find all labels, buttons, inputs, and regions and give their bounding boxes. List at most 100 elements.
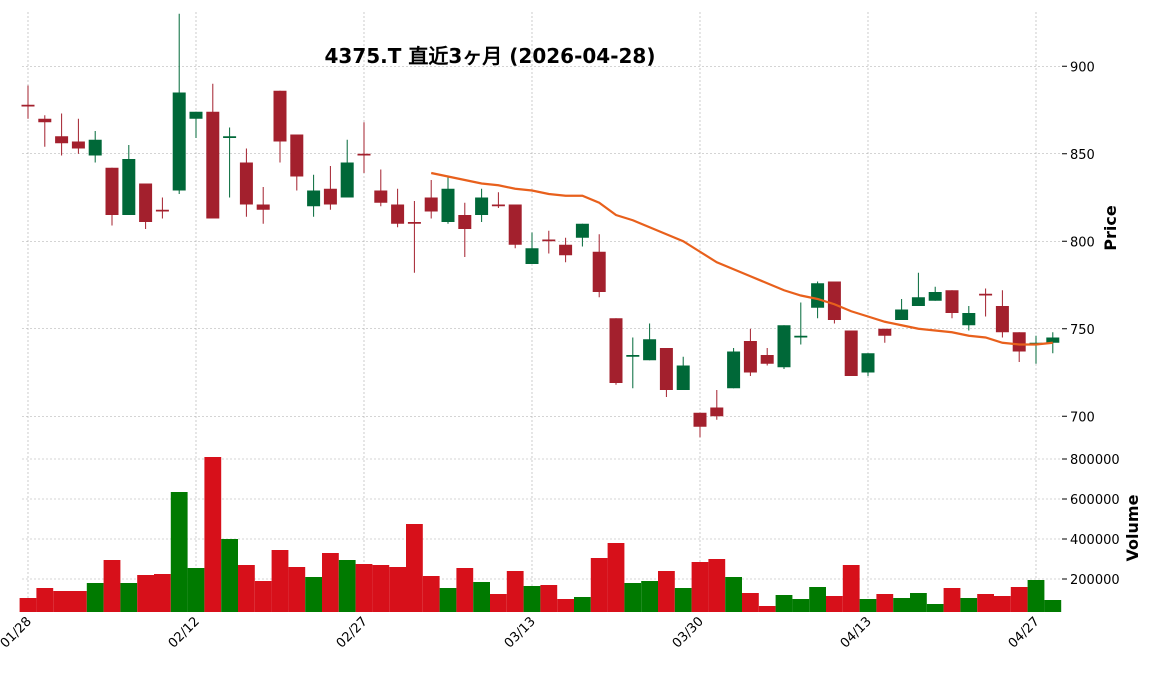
x-tick-label: 02/27: [334, 614, 371, 651]
candle-body: [357, 153, 371, 156]
volume-bar: [238, 565, 255, 612]
volume-bar: [859, 599, 877, 612]
volume-bar: [708, 559, 726, 612]
y-tick-label: 800000: [1070, 453, 1120, 468]
candle-body: [407, 222, 421, 224]
candle-body: [223, 136, 237, 138]
moving-average-line: [430, 171, 1053, 346]
candle-body: [525, 248, 539, 264]
y-axis-label: Price: [1101, 205, 1120, 251]
candle-body: [844, 330, 858, 376]
candle-body: [139, 183, 153, 222]
volume-bar: [389, 567, 406, 612]
candle-body: [172, 92, 186, 191]
candle-body: [1012, 332, 1026, 352]
volume-bar: [574, 597, 591, 612]
candle-body: [290, 134, 304, 177]
candle-body: [239, 162, 253, 205]
candle-body: [38, 118, 52, 123]
volume-bar: [826, 596, 843, 612]
volume-bar: [725, 577, 742, 612]
y-tick-label: 800: [1070, 235, 1095, 250]
volume-bar: [36, 588, 54, 612]
volume-bar: [490, 594, 507, 612]
volume-bar: [809, 587, 826, 612]
volume-bar: [137, 575, 154, 612]
candle-body: [777, 325, 791, 368]
y-tick-label: 750: [1070, 323, 1095, 338]
volume-bar: [204, 457, 222, 612]
candle-body: [643, 339, 657, 361]
candle-body: [542, 239, 556, 242]
volume-bar: [322, 553, 339, 612]
candle-body: [508, 204, 522, 245]
volume-bar: [674, 588, 692, 612]
volume-bar: [372, 565, 390, 612]
volume-bar: [775, 595, 793, 612]
candle-body: [559, 244, 573, 256]
volume-bar: [758, 606, 776, 612]
candle-body: [71, 141, 85, 149]
candle-body: [727, 351, 741, 389]
candle-body: [979, 293, 993, 296]
volume-bar: [641, 581, 658, 612]
candle-body: [155, 209, 169, 212]
candle-body: [441, 188, 455, 222]
x-tick-label: 02/12: [166, 614, 203, 651]
volume-bar: [506, 571, 524, 612]
candle-body: [424, 197, 438, 212]
candle-body: [88, 139, 102, 156]
volume-bar: [1010, 587, 1028, 612]
candle-body: [693, 412, 707, 427]
volume-bar: [473, 582, 490, 612]
volume-bar: [53, 591, 70, 612]
volume-bar: [271, 550, 289, 612]
x-tick-label: 03/30: [670, 614, 707, 651]
candle-body: [760, 355, 774, 364]
candle-body: [340, 162, 354, 198]
candle-body: [743, 341, 757, 373]
candle-body: [659, 348, 673, 390]
candle-body: [592, 251, 606, 292]
candle-body: [206, 111, 220, 219]
volume-bar: [893, 598, 910, 612]
volume-bar: [19, 598, 37, 612]
volume-bar: [926, 604, 944, 612]
candle-body: [1046, 337, 1060, 343]
candle-body: [323, 188, 337, 205]
candle-body: [945, 290, 959, 313]
candle-body: [827, 281, 841, 320]
volume-bar: [103, 560, 121, 612]
volume-bar: [86, 583, 104, 612]
candle-body: [928, 292, 942, 301]
y-tick-label: 400000: [1070, 533, 1120, 548]
y-tick-label: 200000: [1070, 573, 1120, 588]
chart-title: 4375.T 直近3ヶ月 (2026-04-28): [325, 44, 656, 68]
y-tick-label: 700: [1070, 410, 1095, 425]
candle-body: [811, 283, 825, 308]
volume-bar: [422, 576, 440, 612]
candle-body: [189, 111, 203, 119]
volume-bar: [876, 594, 894, 612]
volume-bar: [658, 571, 675, 612]
volume-bar: [842, 565, 860, 612]
candle-body: [626, 355, 640, 357]
volume-bar: [456, 568, 474, 612]
candle-body: [391, 204, 405, 224]
candle-body: [122, 159, 136, 215]
candle-body: [374, 190, 388, 203]
candle-body: [911, 297, 925, 306]
volume-bar: [338, 560, 356, 612]
volume-bar: [960, 598, 978, 612]
volume-bar: [910, 593, 927, 612]
candle-body: [995, 306, 1009, 333]
candle-body: [475, 197, 489, 215]
volume-bar: [355, 564, 373, 612]
volume-bar: [691, 562, 709, 612]
volume-bar: [624, 583, 642, 612]
candle-body: [794, 335, 808, 338]
volume-bar: [742, 593, 759, 612]
volume-bar: [977, 594, 994, 612]
volume-bar: [305, 577, 322, 612]
